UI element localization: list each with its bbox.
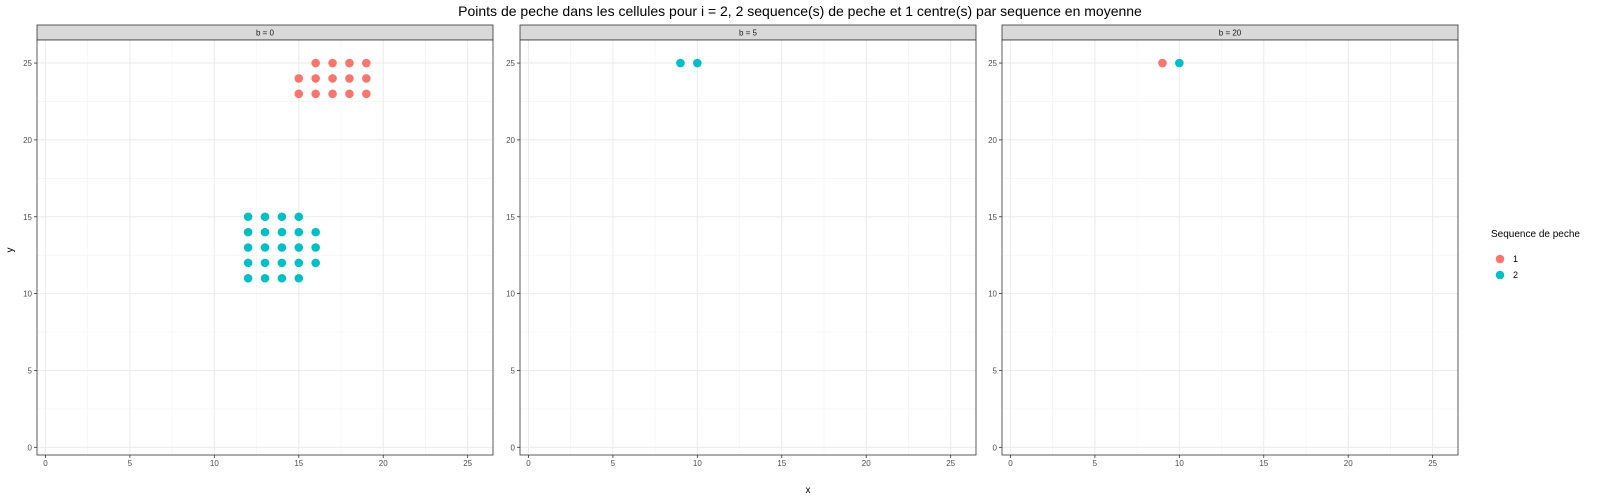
data-point [1175, 58, 1184, 68]
x-axis-title: x [806, 485, 811, 496]
panel-border [1001, 39, 1459, 456]
y-tick-label: 5 [993, 366, 998, 375]
y-tick-label: 5 [511, 366, 516, 375]
data-point [294, 243, 304, 252]
legend-key [1495, 254, 1505, 264]
x-tick-label: 20 [1344, 459, 1353, 468]
data-point [243, 243, 253, 252]
x-tick-label: 0 [1008, 459, 1013, 468]
x-tick-label: 10 [1175, 459, 1184, 468]
data-point [345, 89, 354, 99]
legend-title: Sequence de peche [1491, 229, 1580, 240]
y-tick-label: 0 [993, 443, 998, 452]
data-point [260, 258, 270, 268]
data-point [345, 58, 354, 68]
x-tick-label: 15 [1259, 459, 1268, 468]
data-point [260, 243, 270, 252]
data-point [294, 227, 304, 237]
data-point [277, 212, 287, 222]
x-tick-label: 15 [777, 459, 786, 468]
data-point [294, 258, 304, 268]
x-tick-label: 0 [526, 459, 531, 468]
data-point [243, 212, 253, 222]
y-tick-label: 25 [506, 59, 515, 68]
plot-background [1002, 40, 1458, 455]
y-tick-label: 15 [988, 213, 997, 222]
data-point [362, 89, 371, 99]
data-point [693, 58, 702, 68]
data-point [277, 258, 287, 268]
data-point [294, 273, 304, 283]
x-tick-label: 25 [946, 459, 955, 468]
facet-panel: b = 0 0 5 10 15 20 25 0 5 10 15 20 25 [23, 24, 494, 468]
x-tick-label: 10 [210, 459, 219, 468]
y-tick-label: 10 [23, 290, 32, 299]
x-tick-label: 25 [463, 459, 472, 468]
facet-panels: b = 0 0 5 10 15 20 25 0 5 10 15 20 25 b = 5 0 5 10 15 20 25… [23, 24, 1459, 468]
y-tick-label: 5 [28, 366, 33, 375]
x-tick-label: 20 [379, 459, 388, 468]
data-point [260, 227, 270, 237]
y-tick-label: 0 [28, 443, 33, 452]
data-point [243, 258, 253, 268]
y-tick-label: 20 [23, 136, 32, 145]
facet-strip-label: b = 0 [256, 29, 275, 38]
data-point [260, 273, 270, 283]
y-tick-label: 25 [988, 59, 997, 68]
data-point [294, 89, 304, 99]
chart-title: Points de peche dans les cellules pour i… [458, 3, 1142, 19]
x-tick-label: 5 [611, 459, 616, 468]
x-tick-label: 5 [1093, 459, 1098, 468]
data-point [243, 227, 253, 237]
data-point [311, 227, 320, 237]
data-point [362, 58, 371, 68]
facet-strip-label: b = 20 [1219, 29, 1242, 38]
legend-label: 1 [1513, 254, 1518, 264]
y-tick-label: 10 [988, 290, 997, 299]
data-point [676, 58, 685, 68]
x-tick-label: 0 [43, 459, 48, 468]
data-point [328, 74, 337, 83]
data-point [311, 258, 320, 268]
data-point [328, 89, 337, 99]
facet-strip-label: b = 5 [739, 29, 758, 38]
y-tick-label: 10 [506, 290, 515, 299]
data-point [1158, 58, 1167, 68]
data-point [294, 212, 304, 222]
data-point [260, 212, 270, 222]
y-tick-label: 20 [506, 136, 515, 145]
y-tick-label: 25 [23, 59, 32, 68]
data-point [328, 58, 337, 68]
y-tick-label: 0 [511, 443, 516, 452]
y-tick-label: 15 [23, 213, 32, 222]
legend-label: 2 [1513, 270, 1518, 280]
y-tick-label: 15 [506, 213, 515, 222]
data-point [277, 243, 287, 252]
panel-border [36, 39, 494, 456]
y-tick-label: 20 [988, 136, 997, 145]
legend: Sequence de peche 1 2 [1491, 229, 1580, 280]
facet-panel: b = 20 0 5 10 15 20 25 0 5 10 15 20 25 [988, 24, 1459, 468]
x-tick-label: 10 [693, 459, 702, 468]
data-point [345, 74, 354, 83]
data-point [277, 227, 287, 237]
data-point [311, 243, 320, 252]
data-point [243, 273, 253, 283]
data-point [294, 74, 304, 83]
x-tick-label: 20 [862, 459, 871, 468]
data-point [311, 89, 320, 99]
data-point [277, 273, 287, 283]
y-axis-title: y [5, 248, 16, 253]
data-point [311, 58, 320, 68]
panel-border [519, 39, 977, 456]
data-point [362, 74, 371, 83]
facet-panel: b = 5 0 5 10 15 20 25 0 5 10 15 20 25 [506, 24, 977, 468]
plot-background [520, 40, 976, 455]
x-tick-label: 15 [294, 459, 303, 468]
x-tick-label: 5 [128, 459, 133, 468]
legend-key [1495, 270, 1505, 280]
x-tick-label: 25 [1428, 459, 1437, 468]
data-point [311, 74, 320, 83]
